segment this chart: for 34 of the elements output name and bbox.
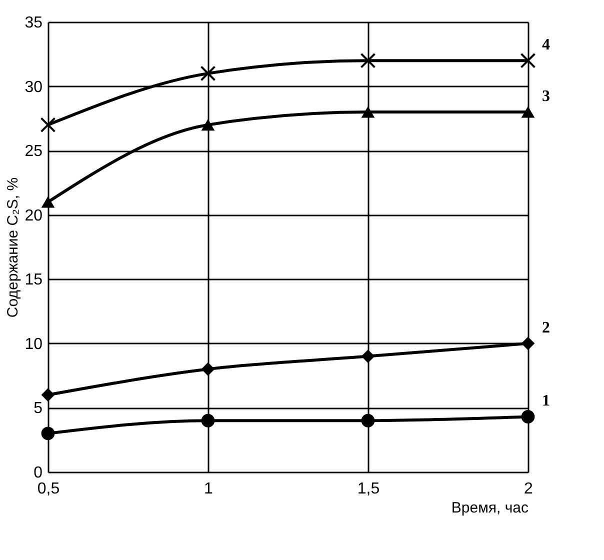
y-tick-label: 25 [24,143,43,160]
x-tick-label: 1,5 [357,480,380,498]
x-tick-label: 2 [524,480,534,498]
point [40,117,56,133]
point [361,106,375,118]
y-tick-label: 30 [24,78,43,96]
series-label: 3 [542,88,550,105]
point [360,52,376,68]
point [201,119,215,131]
series-label: 4 [542,36,550,54]
point [200,66,216,82]
point [201,362,215,376]
point [41,196,55,208]
series-label: 1 [542,392,550,410]
point [521,410,535,424]
point [41,388,55,402]
point [361,414,375,428]
point [520,52,536,68]
x-tick-label: 1 [204,480,214,498]
point [521,106,535,118]
y-tick-label: 15 [24,272,43,289]
y-tick-label: 20 [24,207,43,224]
x-axis-title: Время, час [451,500,529,516]
point [361,350,375,363]
x-tick-label: 0,5 [37,480,60,498]
y-axis-title: Содержание C₂S, % [4,177,22,318]
y-tick-label: 5 [34,400,43,418]
point [201,414,215,428]
y-tick-label: 10 [24,336,43,353]
y-tick-label: 0 [34,464,43,482]
point [521,336,535,350]
point [41,426,55,440]
y-tick-label: 35 [24,14,43,32]
series-label: 2 [542,319,550,336]
